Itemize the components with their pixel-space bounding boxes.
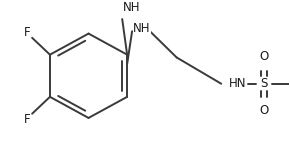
Text: F: F [24,113,30,126]
Text: NH: NH [133,22,151,35]
Text: S: S [260,77,267,90]
Text: F: F [24,26,30,39]
Text: O: O [259,104,269,117]
Text: NH: NH [123,1,141,14]
Text: HN: HN [229,77,247,90]
Text: O: O [259,50,269,63]
